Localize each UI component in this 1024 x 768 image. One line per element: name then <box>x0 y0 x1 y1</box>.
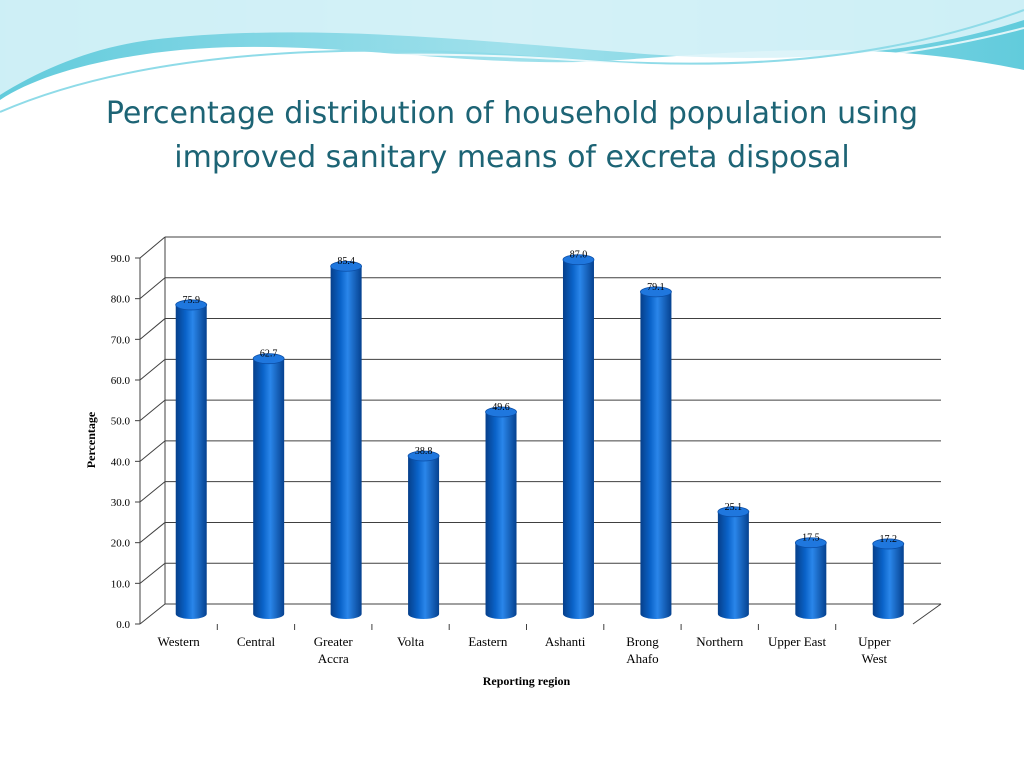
bars <box>175 254 905 619</box>
y-tick-label: 10.0 <box>111 578 131 590</box>
bar-top <box>717 506 750 518</box>
x-axis-title: Reporting region <box>483 674 571 688</box>
x-category-label: Central <box>237 634 276 649</box>
floor-edge <box>912 603 942 625</box>
bar-body <box>795 542 827 619</box>
bar-body <box>640 291 672 619</box>
bar <box>562 254 595 619</box>
x-category-label: Upper <box>858 634 891 649</box>
x-category-labels: Western Central Greater Accra Volta Eastern As… <box>158 624 891 666</box>
bar <box>640 286 672 619</box>
data-label: 79.1 <box>647 282 665 293</box>
gridline-side <box>139 277 166 300</box>
bar <box>717 506 750 619</box>
gridline-side <box>139 522 166 544</box>
bar <box>175 299 208 619</box>
bar-body <box>872 543 904 619</box>
bar-body <box>485 412 517 619</box>
bar-top <box>175 299 208 311</box>
wave-line <box>0 9 1024 113</box>
header-wave-decoration <box>0 0 1024 113</box>
data-label: 62.7 <box>260 349 278 360</box>
bar-top <box>872 538 905 550</box>
wave-front <box>0 0 1024 95</box>
x-category-label: Ashanti <box>545 634 586 649</box>
bar <box>407 450 440 619</box>
y-tick-label: 60.0 <box>111 375 131 387</box>
y-tick-label: 70.0 <box>111 334 131 346</box>
title-line-1: Percentage distribution of household pop… <box>105 96 919 131</box>
bar-body <box>717 511 749 619</box>
wave-highlight <box>39 27 1024 106</box>
data-label: 75.9 <box>182 295 200 306</box>
x-category-label: Ahafo <box>626 651 659 666</box>
data-label: 87.0 <box>570 250 588 261</box>
bar-top <box>562 254 595 266</box>
bar-body <box>253 358 285 619</box>
bar-top <box>485 406 517 418</box>
title-line-2: improved sanitary means of excreta dispo… <box>174 140 850 175</box>
x-category-label: Greater <box>314 634 354 649</box>
gridline-side <box>139 440 166 462</box>
bar-top <box>407 450 440 462</box>
bar <box>794 537 827 619</box>
gridline-side <box>139 481 166 503</box>
y-tick-label: 20.0 <box>111 538 131 550</box>
slide-title: Percentage distribution of household pop… <box>62 92 962 180</box>
bar-top <box>794 537 827 549</box>
gridline-side <box>139 399 166 422</box>
bar-body <box>408 455 440 619</box>
bar-top <box>330 260 363 272</box>
x-category-label: West <box>862 651 888 666</box>
data-label: 17.2 <box>880 534 898 545</box>
gridline-side <box>139 318 166 340</box>
x-category-label: Accra <box>318 651 349 666</box>
y-axis-title: Percentage <box>84 411 98 468</box>
data-labels: 75.9 62.7 85.4 38.8 49.6 87.0 79.1 25.1 17.5 17.2 <box>182 250 897 545</box>
y-tick-label: 40.0 <box>111 456 131 468</box>
bar-top <box>640 286 672 298</box>
bar <box>252 353 285 619</box>
gridline-side <box>139 358 166 381</box>
bar-body <box>562 259 594 619</box>
x-category-label: Brong <box>626 634 659 649</box>
bar <box>485 406 517 619</box>
y-tick-label: 90.0 <box>111 253 131 265</box>
gridline-side <box>139 562 166 584</box>
gridline-side <box>139 236 166 259</box>
x-category-label: Upper East <box>768 634 827 649</box>
bar-body <box>175 304 207 619</box>
x-category-label: Eastern <box>468 634 507 649</box>
y-tick-label: 80.0 <box>111 294 131 306</box>
bar <box>872 538 905 619</box>
bar-top <box>252 353 285 365</box>
data-label: 49.6 <box>492 402 510 413</box>
data-label: 25.1 <box>725 502 743 513</box>
y-tick-labels: 0.0 10.0 20.0 30.0 40.0 50.0 60.0 70.0 80.0 90.0 <box>111 253 140 631</box>
x-category-label: Volta <box>397 634 424 649</box>
data-label: 38.8 <box>415 446 433 457</box>
gridline-side <box>139 603 166 625</box>
y-tick-label: 30.0 <box>111 497 131 509</box>
bar-body <box>330 266 362 619</box>
x-category-label: Western <box>158 634 201 649</box>
bar <box>330 260 363 619</box>
data-label: 85.4 <box>337 256 355 267</box>
x-category-label: Northern <box>696 634 743 649</box>
y-tick-label: 0.0 <box>116 619 130 631</box>
y-tick-label: 50.0 <box>111 416 131 428</box>
data-label: 17.5 <box>802 533 820 544</box>
